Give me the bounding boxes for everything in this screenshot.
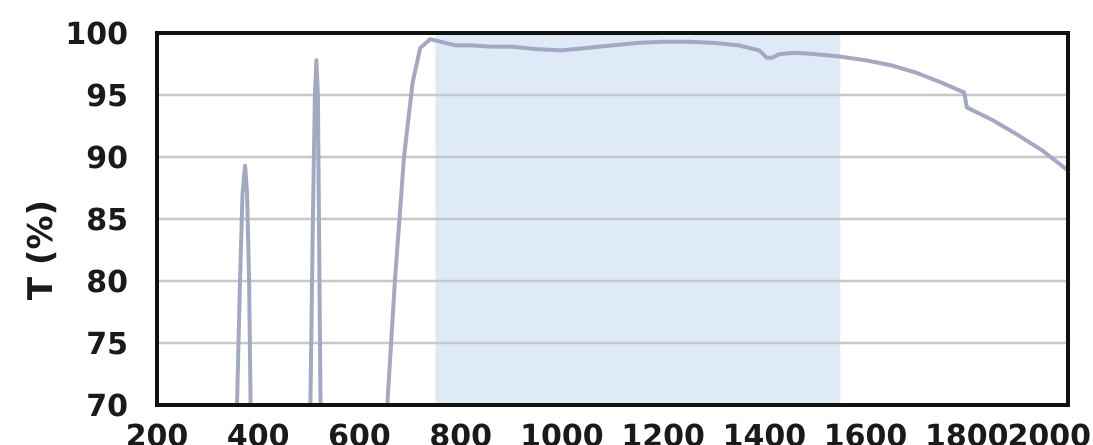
y-tick-label: 80: [86, 265, 128, 300]
series-line-segment-2: [308, 58, 323, 407]
series-line-segment-3: [385, 37, 1070, 407]
y-tick-label: 85: [86, 203, 128, 238]
x-tick-label: 1400: [723, 419, 807, 445]
x-tick-label: 1600: [824, 419, 908, 445]
y-tick-label: 90: [86, 141, 128, 176]
y-tick-label: 100: [65, 17, 128, 52]
y-tick-label: 70: [86, 389, 128, 424]
y-tick-label: 95: [86, 79, 128, 114]
y-tick-label: 75: [86, 327, 128, 362]
x-tick-label: 2000: [1008, 419, 1092, 445]
series-line-segment-1: [235, 163, 253, 407]
x-tick-label: 200: [126, 419, 189, 445]
x-tick-label: 400: [227, 419, 290, 445]
x-tick-label: 800: [429, 419, 492, 445]
y-tick-label-layer: 70 75 80 85 90 95 100: [65, 17, 128, 424]
plot-frame: [155, 31, 1070, 407]
x-tick-label: 1800: [925, 419, 1009, 445]
x-tick-label: 1000: [520, 419, 604, 445]
series-layer: [235, 37, 1070, 407]
x-tick-label: 1200: [621, 419, 705, 445]
gridline-layer: [157, 93, 1068, 345]
y-axis-label: T (%): [21, 200, 61, 300]
x-tick-label: 600: [328, 419, 391, 445]
